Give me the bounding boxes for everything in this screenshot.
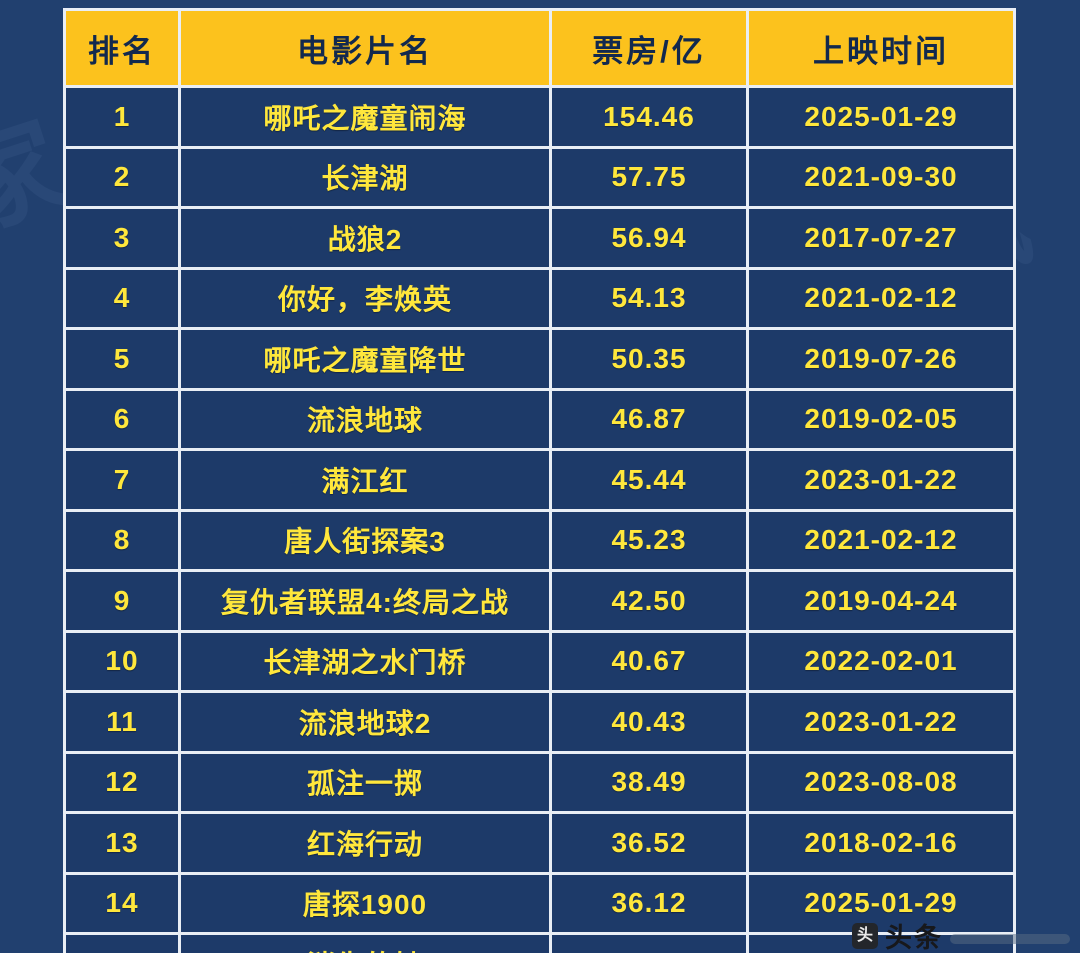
release-date-cell: 2019-04-24	[749, 572, 1013, 630]
rank-cell: 2	[66, 148, 178, 206]
rank-cell: 15	[66, 935, 178, 953]
boxoffice-cell: 56.94	[552, 209, 746, 267]
rank-cell: 7	[66, 451, 178, 509]
table-rows: 1 哪吒之魔童闹海 154.46 2025-01-29 2 长津湖 57.75 …	[66, 88, 1013, 953]
boxoffice-cell: 36.52	[552, 814, 746, 872]
boxoffice-cell: 36.12	[552, 874, 746, 932]
release-date-cell: 2019-02-05	[749, 390, 1013, 448]
header-title: 电影片名	[181, 11, 549, 85]
table-row: 8 唐人街探案3 45.23 2021-02-12	[66, 511, 1013, 569]
boxoffice-cell: 35.23	[552, 935, 746, 953]
boxoffice-cell: 57.75	[552, 148, 746, 206]
rank-cell: 11	[66, 693, 178, 751]
boxoffice-cell: 40.67	[552, 632, 746, 690]
rank-cell: 13	[66, 814, 178, 872]
release-date-cell: 2017-07-27	[749, 209, 1013, 267]
table-row: 2 长津湖 57.75 2021-09-30	[66, 148, 1013, 206]
rank-cell: 4	[66, 269, 178, 327]
table-row: 1 哪吒之魔童闹海 154.46 2025-01-29	[66, 88, 1013, 146]
toutiao-label: 头条	[885, 923, 943, 953]
movie-title-cell: 消失的她	[181, 935, 549, 953]
release-date-cell: 2025-01-29	[749, 88, 1013, 146]
table-row: 3 战狼2 56.94 2017-07-27	[66, 209, 1013, 267]
boxoffice-cell: 42.50	[552, 572, 746, 630]
boxoffice-cell: 40.43	[552, 693, 746, 751]
table-row: 5 哪吒之魔童降世 50.35 2019-07-26	[66, 330, 1013, 388]
boxoffice-cell: 46.87	[552, 390, 746, 448]
release-date-cell: 2023-01-22	[749, 451, 1013, 509]
release-date-cell: 2025-01-29	[749, 874, 1013, 932]
boxoffice-cell: 38.49	[552, 753, 746, 811]
header-date: 上映时间	[749, 11, 1013, 85]
rank-cell: 8	[66, 511, 178, 569]
rank-cell: 3	[66, 209, 178, 267]
rank-cell: 14	[66, 874, 178, 932]
boxoffice-cell: 45.44	[552, 451, 746, 509]
boxoffice-cell: 50.35	[552, 330, 746, 388]
boxoffice-cell: 54.13	[552, 269, 746, 327]
release-date-cell: 2019-07-26	[749, 330, 1013, 388]
toutiao-watermark: 头 头条	[852, 916, 1070, 953]
header-rank: 排名	[66, 11, 178, 85]
boxoffice-table: 排名 电影片名 票房/亿 上映时间 1 哪吒之魔童闹海 154.46 2025-…	[63, 8, 1016, 953]
table-row: 15 消失的她 35.23 2023-06-22	[66, 935, 1013, 953]
movie-title-cell: 流浪地球	[181, 390, 549, 448]
movie-title-cell: 唐探1900	[181, 874, 549, 932]
movie-title-cell: 复仇者联盟4:终局之战	[181, 572, 549, 630]
release-date-cell: 2018-02-16	[749, 814, 1013, 872]
movie-title-cell: 长津湖	[181, 148, 549, 206]
table-row: 11 流浪地球2 40.43 2023-01-22	[66, 693, 1013, 751]
rank-cell: 10	[66, 632, 178, 690]
movie-title-cell: 战狼2	[181, 209, 549, 267]
release-date-cell: 2021-09-30	[749, 148, 1013, 206]
release-date-cell: 2021-02-12	[749, 511, 1013, 569]
rank-cell: 5	[66, 330, 178, 388]
release-date-cell: 2023-06-22	[749, 935, 1013, 953]
release-date-cell: 2022-02-01	[749, 632, 1013, 690]
table-row: 7 满江红 45.44 2023-01-22	[66, 451, 1013, 509]
table-row: 9 复仇者联盟4:终局之战 42.50 2019-04-24	[66, 572, 1013, 630]
movie-title-cell: 你好，李焕英	[181, 269, 549, 327]
table-header-row: 排名 电影片名 票房/亿 上映时间	[66, 11, 1013, 85]
table-row: 12 孤注一掷 38.49 2023-08-08	[66, 753, 1013, 811]
table-row: 10 长津湖之水门桥 40.67 2022-02-01	[66, 632, 1013, 690]
release-date-cell: 2021-02-12	[749, 269, 1013, 327]
movie-title-cell: 红海行动	[181, 814, 549, 872]
movie-title-cell: 流浪地球2	[181, 693, 549, 751]
table-row: 14 唐探1900 36.12 2025-01-29	[66, 874, 1013, 932]
rank-cell: 9	[66, 572, 178, 630]
table-row: 13 红海行动 36.52 2018-02-16	[66, 814, 1013, 872]
release-date-cell: 2023-01-22	[749, 693, 1013, 751]
table-row: 6 流浪地球 46.87 2019-02-05	[66, 390, 1013, 448]
header-boxoffice: 票房/亿	[552, 11, 746, 85]
boxoffice-cell: 45.23	[552, 511, 746, 569]
boxoffice-cell: 154.46	[552, 88, 746, 146]
rank-cell: 6	[66, 390, 178, 448]
movie-title-cell: 唐人街探案3	[181, 511, 549, 569]
rank-cell: 12	[66, 753, 178, 811]
toutiao-logo-icon: 头	[852, 922, 878, 949]
movie-title-cell: 孤注一掷	[181, 753, 549, 811]
movie-title-cell: 长津湖之水门桥	[181, 632, 549, 690]
release-date-cell: 2023-08-08	[749, 753, 1013, 811]
movie-title-cell: 哪吒之魔童降世	[181, 330, 549, 388]
movie-title-cell: 满江红	[181, 451, 549, 509]
rank-cell: 1	[66, 88, 178, 146]
movie-title-cell: 哪吒之魔童闹海	[181, 88, 549, 146]
toutiao-subtext-blur	[950, 933, 1070, 944]
table-row: 4 你好，李焕英 54.13 2021-02-12	[66, 269, 1013, 327]
